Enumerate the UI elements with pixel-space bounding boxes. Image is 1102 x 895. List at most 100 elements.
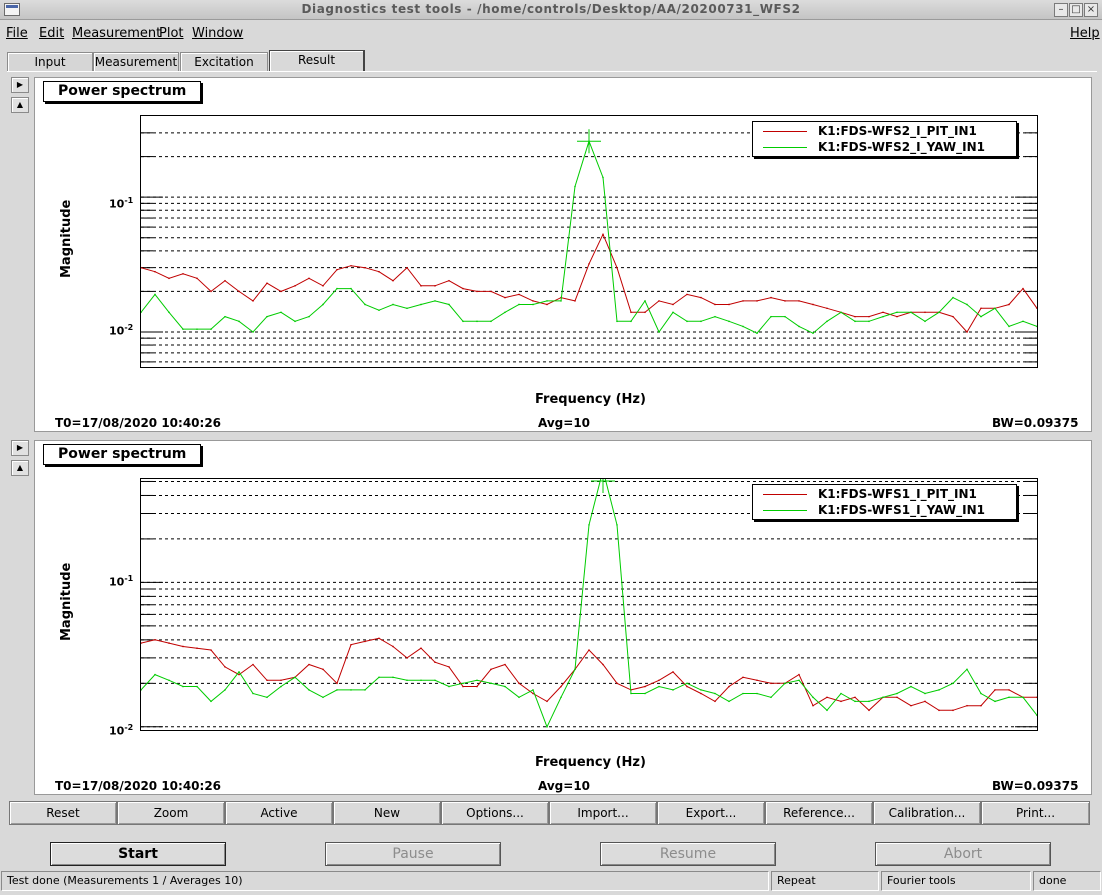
data-point bbox=[392, 645, 394, 648]
data-point bbox=[686, 682, 688, 685]
data-point bbox=[868, 700, 870, 703]
data-point bbox=[154, 639, 156, 641]
start-button[interactable]: Start bbox=[50, 842, 226, 866]
print-button[interactable]: Print... bbox=[981, 801, 1090, 825]
reset-button[interactable]: Reset bbox=[9, 801, 117, 825]
expand-right-icon[interactable]: ▶ bbox=[11, 77, 29, 93]
data-point bbox=[252, 663, 254, 666]
data-point bbox=[182, 685, 184, 688]
data-point bbox=[588, 263, 590, 265]
expand-right-icon[interactable]: ▶ bbox=[11, 440, 29, 456]
menu-file[interactable]: File bbox=[6, 26, 28, 41]
data-point bbox=[952, 709, 954, 712]
menu-help[interactable]: Help bbox=[1070, 26, 1100, 41]
zoom-button[interactable]: Zoom bbox=[117, 801, 225, 825]
window-title-bar[interactable]: Diagnostics test tools - /home/controls/… bbox=[0, 0, 1102, 20]
x-axis-label: Frequency (Hz) bbox=[535, 392, 646, 407]
data-point bbox=[686, 320, 688, 323]
data-point bbox=[966, 303, 968, 306]
data-point bbox=[672, 303, 674, 306]
tab-input[interactable]: Input bbox=[7, 52, 93, 72]
menu-plot[interactable]: Plot bbox=[159, 26, 184, 41]
abort-button[interactable]: Abort bbox=[875, 842, 1051, 866]
data-point bbox=[924, 320, 926, 323]
collapse-up-icon[interactable]: ▲ bbox=[11, 460, 29, 476]
data-point bbox=[504, 685, 506, 688]
active-button[interactable]: Active bbox=[225, 801, 333, 825]
export-button[interactable]: Export... bbox=[657, 801, 765, 825]
minimize-icon[interactable]: – bbox=[1054, 3, 1068, 17]
data-point bbox=[896, 315, 898, 318]
legend-entry: K1:FDS-WFS2_I_PIT_IN1 bbox=[753, 123, 1016, 139]
menu-window[interactable]: Window bbox=[192, 26, 244, 41]
new-button[interactable]: New bbox=[333, 801, 441, 825]
maximize-icon[interactable]: □ bbox=[1069, 3, 1083, 17]
data-point bbox=[644, 692, 646, 695]
data-point bbox=[308, 689, 310, 691]
data-point bbox=[518, 293, 520, 296]
data-point bbox=[952, 315, 954, 318]
collapse-up-icon[interactable]: ▲ bbox=[11, 97, 29, 113]
app-icon[interactable] bbox=[4, 3, 20, 16]
data-point bbox=[196, 277, 198, 280]
plot-legend[interactable]: K1:FDS-WFS1_I_PIT_IN1 K1:FDS-WFS1_I_YAW_… bbox=[752, 484, 1017, 520]
data-point bbox=[700, 320, 702, 323]
import-button[interactable]: Import... bbox=[549, 801, 657, 825]
data-point bbox=[210, 328, 212, 330]
data-point bbox=[742, 692, 744, 695]
data-point bbox=[882, 696, 884, 699]
tab-measurement[interactable]: Measurement bbox=[93, 52, 179, 72]
data-point bbox=[658, 331, 660, 333]
data-point bbox=[560, 685, 562, 688]
data-point bbox=[504, 663, 506, 666]
resume-button[interactable]: Resume bbox=[600, 842, 776, 866]
data-point bbox=[910, 704, 912, 707]
data-point bbox=[700, 689, 702, 691]
data-point bbox=[336, 268, 338, 271]
options-button[interactable]: Options... bbox=[441, 801, 549, 825]
data-point bbox=[686, 293, 688, 296]
data-point bbox=[462, 320, 464, 323]
data-point bbox=[476, 320, 478, 323]
data-point bbox=[756, 332, 758, 334]
menu-measurement[interactable]: Measurement bbox=[72, 26, 162, 41]
data-point bbox=[406, 307, 408, 310]
data-point bbox=[224, 315, 226, 318]
data-point bbox=[994, 689, 996, 691]
legend-label: K1:FDS-WFS1_I_PIT_IN1 bbox=[818, 487, 977, 501]
data-point bbox=[1036, 307, 1037, 310]
data-point bbox=[476, 685, 478, 688]
data-point bbox=[854, 315, 856, 318]
legend-label: K1:FDS-WFS2_I_PIT_IN1 bbox=[818, 124, 977, 138]
legend-label: K1:FDS-WFS1_I_YAW_IN1 bbox=[818, 503, 985, 517]
data-point bbox=[504, 296, 506, 299]
plot-panel-bottom[interactable]: Power spectrum Magnitude 10-1 10-2 K1:FD… bbox=[34, 440, 1092, 795]
data-point bbox=[602, 233, 604, 236]
data-point bbox=[826, 709, 828, 712]
data-point bbox=[560, 696, 562, 699]
data-point bbox=[896, 311, 898, 314]
data-point bbox=[714, 303, 716, 306]
reference-button[interactable]: Reference... bbox=[765, 801, 873, 825]
calibration-button[interactable]: Calibration... bbox=[873, 801, 981, 825]
data-point bbox=[882, 315, 884, 318]
data-point bbox=[924, 692, 926, 695]
data-point bbox=[784, 315, 786, 318]
data-point bbox=[266, 679, 268, 682]
data-point bbox=[378, 637, 380, 640]
data-point bbox=[588, 524, 590, 526]
plot-legend[interactable]: K1:FDS-WFS2_I_PIT_IN1 K1:FDS-WFS2_I_YAW_… bbox=[752, 121, 1017, 157]
y-tick-label: 10-1 bbox=[109, 574, 134, 589]
data-point bbox=[672, 671, 674, 673]
data-point bbox=[686, 685, 688, 688]
plot-panel-top[interactable]: Power spectrum Magnitude 10-1 10-2 K1:FD… bbox=[34, 77, 1092, 432]
data-point bbox=[378, 270, 380, 273]
data-point bbox=[350, 643, 352, 646]
pause-button[interactable]: Pause bbox=[325, 842, 501, 866]
tab-result[interactable]: Result bbox=[269, 50, 365, 72]
close-icon[interactable]: × bbox=[1084, 3, 1098, 17]
data-point bbox=[532, 300, 534, 302]
menu-edit[interactable]: Edit bbox=[39, 26, 65, 41]
data-point bbox=[308, 663, 310, 666]
tab-excitation[interactable]: Excitation bbox=[180, 52, 268, 72]
